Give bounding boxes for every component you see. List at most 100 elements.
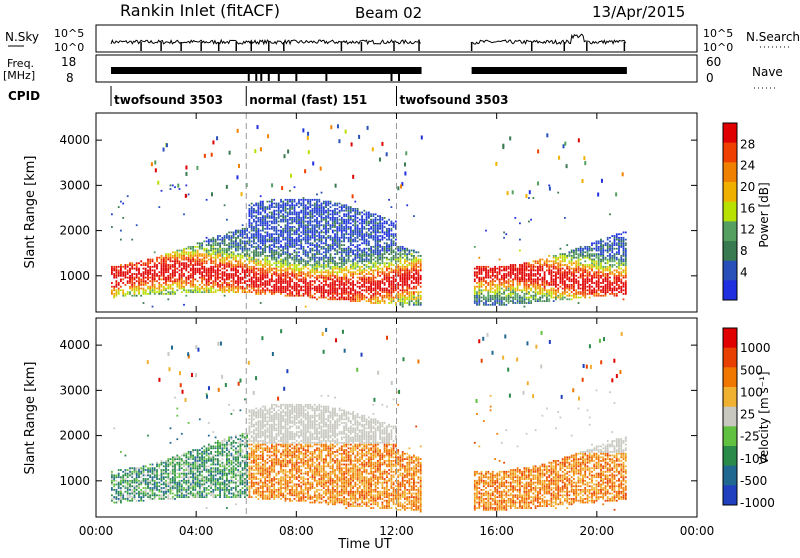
echo-cell (188, 253, 190, 255)
echo-cell (212, 271, 214, 273)
echo-cell (231, 242, 233, 244)
echo-cell (555, 293, 557, 295)
echo-cell (339, 203, 341, 205)
echo-cell (260, 224, 262, 226)
echo-cell (244, 282, 246, 284)
echo-cell (368, 298, 370, 300)
echo-cell (149, 277, 151, 279)
echo-cell (330, 282, 332, 284)
echo-cell (199, 259, 201, 261)
echo-cell (348, 221, 350, 223)
echo-cell (343, 286, 345, 288)
echo-cell (210, 277, 212, 279)
echo-cell (192, 275, 194, 277)
echo-cell (391, 239, 393, 241)
echo-cell (197, 291, 199, 293)
echo-cell (185, 253, 187, 255)
echo-cell (219, 251, 221, 253)
echo-cell (571, 251, 573, 253)
echo-cell (530, 264, 532, 266)
echo-cell (185, 259, 187, 261)
echo-cell (517, 273, 519, 275)
echo-cell (393, 237, 395, 239)
echo-cell (327, 244, 329, 246)
echo-cell (278, 206, 280, 208)
echo-cell (267, 275, 269, 277)
echo-cell (280, 266, 282, 268)
echo-cell (161, 259, 163, 261)
echo-cell (321, 232, 323, 234)
echo-cell (282, 230, 284, 232)
echo-cell (415, 304, 417, 306)
echo-cell (379, 246, 381, 248)
echo-cell (487, 271, 489, 273)
echo-cell (278, 253, 280, 255)
echo-cell (179, 282, 181, 284)
echo-cell (203, 284, 205, 286)
echo-cell (260, 275, 262, 277)
echo-cell (519, 300, 521, 302)
echo-cell (361, 228, 363, 230)
echo-cell (514, 293, 516, 295)
echo-cell (415, 270, 417, 272)
echo-cell (131, 288, 133, 290)
echo-cell (181, 253, 183, 255)
echo-cell (309, 273, 311, 275)
echo-cell (483, 297, 485, 299)
echo-cell (411, 268, 413, 270)
echo-cell (226, 266, 228, 268)
echo-cell (179, 277, 181, 279)
echo-cell (557, 270, 559, 272)
echo-cell (551, 279, 553, 281)
echo-cell (521, 300, 523, 302)
echo-cell (314, 232, 316, 234)
echo-cell (111, 286, 113, 288)
echo-cell (384, 291, 386, 293)
echo-cell (366, 215, 368, 217)
echo-cell (366, 217, 368, 219)
echo-cell (375, 280, 377, 282)
echo-cell (580, 293, 582, 295)
echo-cell (222, 242, 224, 244)
echo-cell (510, 295, 512, 297)
echo-cell (217, 279, 219, 281)
echo-cell (402, 248, 404, 250)
echo-cell (312, 233, 314, 235)
echo-cell (280, 293, 282, 295)
echo-cell (111, 270, 113, 272)
echo-cell (402, 279, 404, 281)
echo-cell (332, 288, 334, 290)
echo-cell (305, 284, 307, 286)
echo-cell (212, 262, 214, 264)
echo-cell (316, 270, 318, 272)
echo-cell (580, 246, 582, 248)
echo-cell (251, 266, 253, 268)
echo-cell (361, 266, 363, 268)
echo-cell (255, 235, 257, 237)
echo-cell (501, 270, 503, 272)
echo-cell (519, 273, 521, 275)
echo-cell (258, 279, 260, 281)
echo-cell (267, 260, 269, 262)
echo-cell (323, 257, 325, 259)
echo-cell (289, 295, 291, 297)
echo-cell (253, 262, 255, 264)
echo-cell (391, 288, 393, 290)
echo-cell (485, 297, 487, 299)
echo-cell (273, 286, 275, 288)
echo-cell (199, 271, 201, 273)
echo-cell (578, 255, 580, 257)
echo-cell (551, 295, 553, 297)
echo-cell (167, 280, 169, 282)
echo-cell (368, 279, 370, 281)
echo-cell (190, 253, 192, 255)
echo-cell (508, 273, 510, 275)
echo-cell (294, 241, 296, 243)
echo-cell (190, 262, 192, 264)
echo-cell (280, 262, 282, 264)
echo-cell (300, 259, 302, 261)
echo-cell (503, 289, 505, 291)
echo-cell (388, 262, 390, 264)
echo-cell (530, 219, 532, 221)
echo-cell (314, 260, 316, 262)
